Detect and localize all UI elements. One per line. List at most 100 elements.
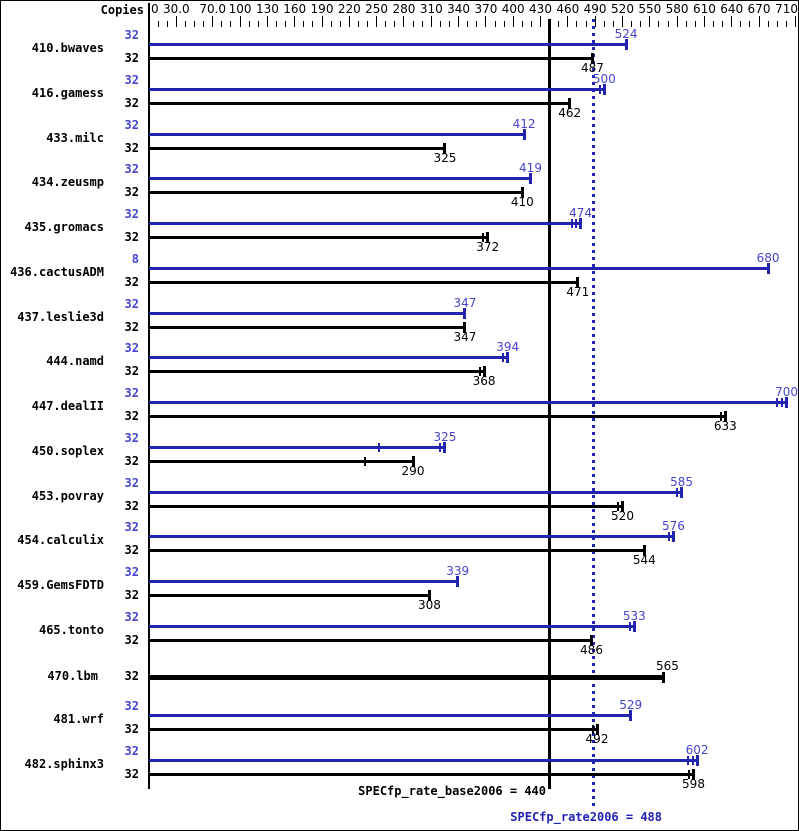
bar-end-tick <box>456 576 460 588</box>
axis-minor-tick <box>412 21 414 27</box>
benchmark-row-454.calculix: 454.calculix 32 576 32 544 <box>1 519 798 567</box>
axis-minor-tick <box>640 21 642 27</box>
bar-end-tick <box>568 97 572 109</box>
base-value-label: 492 <box>585 732 609 747</box>
axis-minor-tick <box>521 21 523 27</box>
benchmark-label: 437.leslie3d <box>17 309 104 324</box>
benchmark-label: 482.sphinx3 <box>24 757 104 772</box>
benchmark-label: 454.calculix <box>17 533 104 548</box>
benchmark-label: 447.dealII <box>31 399 104 414</box>
copies-value: 32 <box>124 117 139 132</box>
peak-value-label: 419 <box>519 161 542 176</box>
benchmark-row-436.cactusADM: 436.cactusADM 8 680 32 471 <box>1 251 798 298</box>
axis-minor-tick <box>585 21 587 27</box>
peak-bar <box>149 87 605 91</box>
copies-column-header: Copies <box>100 3 144 17</box>
axis-major-tick <box>512 16 514 27</box>
copies-value: 32 <box>124 430 139 445</box>
copies-value: 32 <box>124 722 139 737</box>
bar-end-tick <box>784 397 788 409</box>
base-bar <box>149 773 694 777</box>
bar-end-tick <box>621 500 624 512</box>
bar-end-tick <box>575 219 578 228</box>
peak-value-label: 576 <box>661 519 685 534</box>
axis-minor-tick <box>367 21 368 27</box>
copies-value: 32 <box>124 162 139 177</box>
benchmark-row-459.GemsFDTD: 459.GemsFDTD 32 339 32 308 <box>1 565 798 613</box>
axis-minor-tick <box>449 21 450 27</box>
axis-tick-label: 160 <box>283 2 307 16</box>
axis-minor-tick <box>357 21 359 27</box>
copies-value: 32 <box>124 296 139 311</box>
benchmark-row-482.sphinx3: 482.sphinx3 32 602 32 598 <box>1 744 798 792</box>
x-axis: 0 30.0 70.0 100 130 160 190 220 250 280 310 340 370 4… <box>1 1 798 28</box>
axis-minor-tick <box>694 21 696 27</box>
benchmark-label: 481.wrf <box>53 712 104 727</box>
bar-end-tick <box>780 398 783 408</box>
axis-major-tick <box>376 16 378 27</box>
axis-minor-tick <box>230 21 232 27</box>
base-bar <box>149 236 488 239</box>
axis-minor-tick <box>385 21 387 27</box>
copies-value: 32 <box>124 140 139 155</box>
copies-value: 32 <box>124 364 139 379</box>
peak-bar <box>149 222 581 225</box>
base-value-label: 633 <box>713 419 737 434</box>
bar-end-tick <box>482 233 485 242</box>
bar-end-tick <box>692 769 695 781</box>
bar-end-tick <box>766 262 770 274</box>
bar-end-tick <box>719 412 722 422</box>
base-bar <box>149 370 485 374</box>
base-bar <box>149 594 430 598</box>
axis-minor-tick <box>439 21 441 27</box>
benchmark-label: 470.lbm <box>47 669 98 684</box>
benchmark-row-453.povray: 453.povray 32 585 32 520 <box>1 475 798 522</box>
copies-value: 32 <box>124 230 139 244</box>
axis-major-tick <box>321 16 323 27</box>
bar-end-tick <box>617 501 619 511</box>
bar-end-tick <box>576 276 580 288</box>
axis-minor-tick <box>667 21 669 27</box>
peak-bar <box>149 401 787 405</box>
peak-value-label: 325 <box>433 429 457 444</box>
base-bar <box>149 459 413 463</box>
copies-value: 32 <box>124 72 139 87</box>
axis-minor-tick <box>658 21 660 27</box>
peak-reference-line <box>591 19 595 807</box>
base-value-label: 598 <box>682 777 705 792</box>
copies-value: 32 <box>124 341 139 356</box>
benchmark-row-470.lbm: 470.lbm 32 565 <box>1 655 798 700</box>
axis-tick-label: 250 <box>365 2 389 16</box>
copies-value: 32 <box>124 565 139 580</box>
base-bar <box>149 191 523 195</box>
axis-minor-tick <box>576 21 578 27</box>
bar-end-tick <box>695 755 699 767</box>
bar-end-tick <box>661 671 665 683</box>
axis-tick-label: 460 <box>556 2 580 16</box>
axis-minor-tick <box>276 21 277 27</box>
peak-bar <box>149 535 674 539</box>
base-value-label: 410 <box>510 195 534 210</box>
bar-end-tick <box>591 725 594 735</box>
axis-minor-tick <box>166 21 168 27</box>
base-value-label: 308 <box>417 598 441 613</box>
y-axis-line <box>148 3 150 789</box>
base-bar <box>149 325 465 329</box>
axis-tick-label: 550 <box>638 2 662 16</box>
copies-value: 32 <box>124 632 139 647</box>
axis-major-tick <box>348 16 350 27</box>
axis-minor-tick <box>740 21 742 27</box>
benchmark-label: 433.milc <box>46 130 104 145</box>
peak-bar <box>149 311 465 315</box>
axis-major-tick <box>148 16 150 27</box>
base-bar <box>149 101 570 105</box>
peak-value-label: 524 <box>614 27 638 41</box>
bar-end-tick <box>529 173 532 185</box>
bar-end-tick <box>570 219 573 228</box>
benchmark-row-433.milc: 433.milc 32 412 32 325 <box>1 117 798 164</box>
axis-minor-tick <box>558 21 560 27</box>
axis-minor-tick <box>221 21 223 27</box>
bar-end-tick <box>632 620 636 632</box>
axis-major-tick <box>540 16 541 27</box>
